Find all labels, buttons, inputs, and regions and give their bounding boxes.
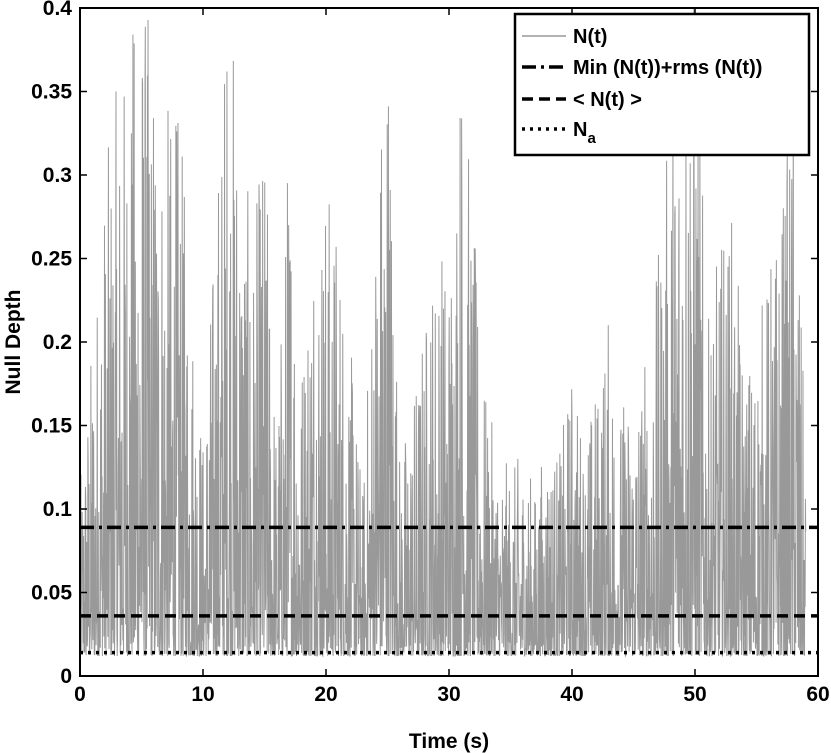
y-tick-label: 0.05 <box>31 582 72 605</box>
reference-lines <box>80 525 818 655</box>
x-tick-label: 30 <box>437 683 460 706</box>
y-tick-label: 0.15 <box>31 415 72 438</box>
legend-label-nt: N(t) <box>573 26 607 48</box>
legend-box <box>513 12 811 157</box>
y-axis: 0 0.05 0.1 0.15 0.2 0.25 0.3 0.35 0.4 <box>31 0 818 688</box>
y-tick-label: 0.4 <box>43 0 73 20</box>
legend-label-mean: < N(t) > <box>573 89 642 111</box>
y-tick-label: 0.35 <box>31 81 72 104</box>
y-tick-label: 0.2 <box>43 331 72 354</box>
x-tick-label: 0 <box>74 683 86 706</box>
legend: N(t) Min (N(t))+rms (N(t)) < N(t) > Na <box>513 12 811 157</box>
x-tick-label: 50 <box>683 683 706 706</box>
legend-label-na: Na <box>573 119 596 147</box>
n-t-series <box>79 7 807 658</box>
n-t-line <box>79 7 807 658</box>
y-tick-label: 0.3 <box>43 164 72 187</box>
x-tick-label: 20 <box>314 683 337 706</box>
x-tick-label: 60 <box>806 683 829 706</box>
y-tick-label: 0.25 <box>31 248 72 271</box>
x-axis-label: Time (s) <box>409 730 489 753</box>
legend-label-min-rms: Min (N(t))+rms (N(t)) <box>573 57 762 79</box>
y-axis-label: Null Depth <box>2 290 25 395</box>
x-tick-label: 10 <box>191 683 214 706</box>
y-tick-label: 0.1 <box>43 498 73 521</box>
y-tick-label: 0 <box>60 665 72 688</box>
x-tick-label: 40 <box>560 683 583 706</box>
